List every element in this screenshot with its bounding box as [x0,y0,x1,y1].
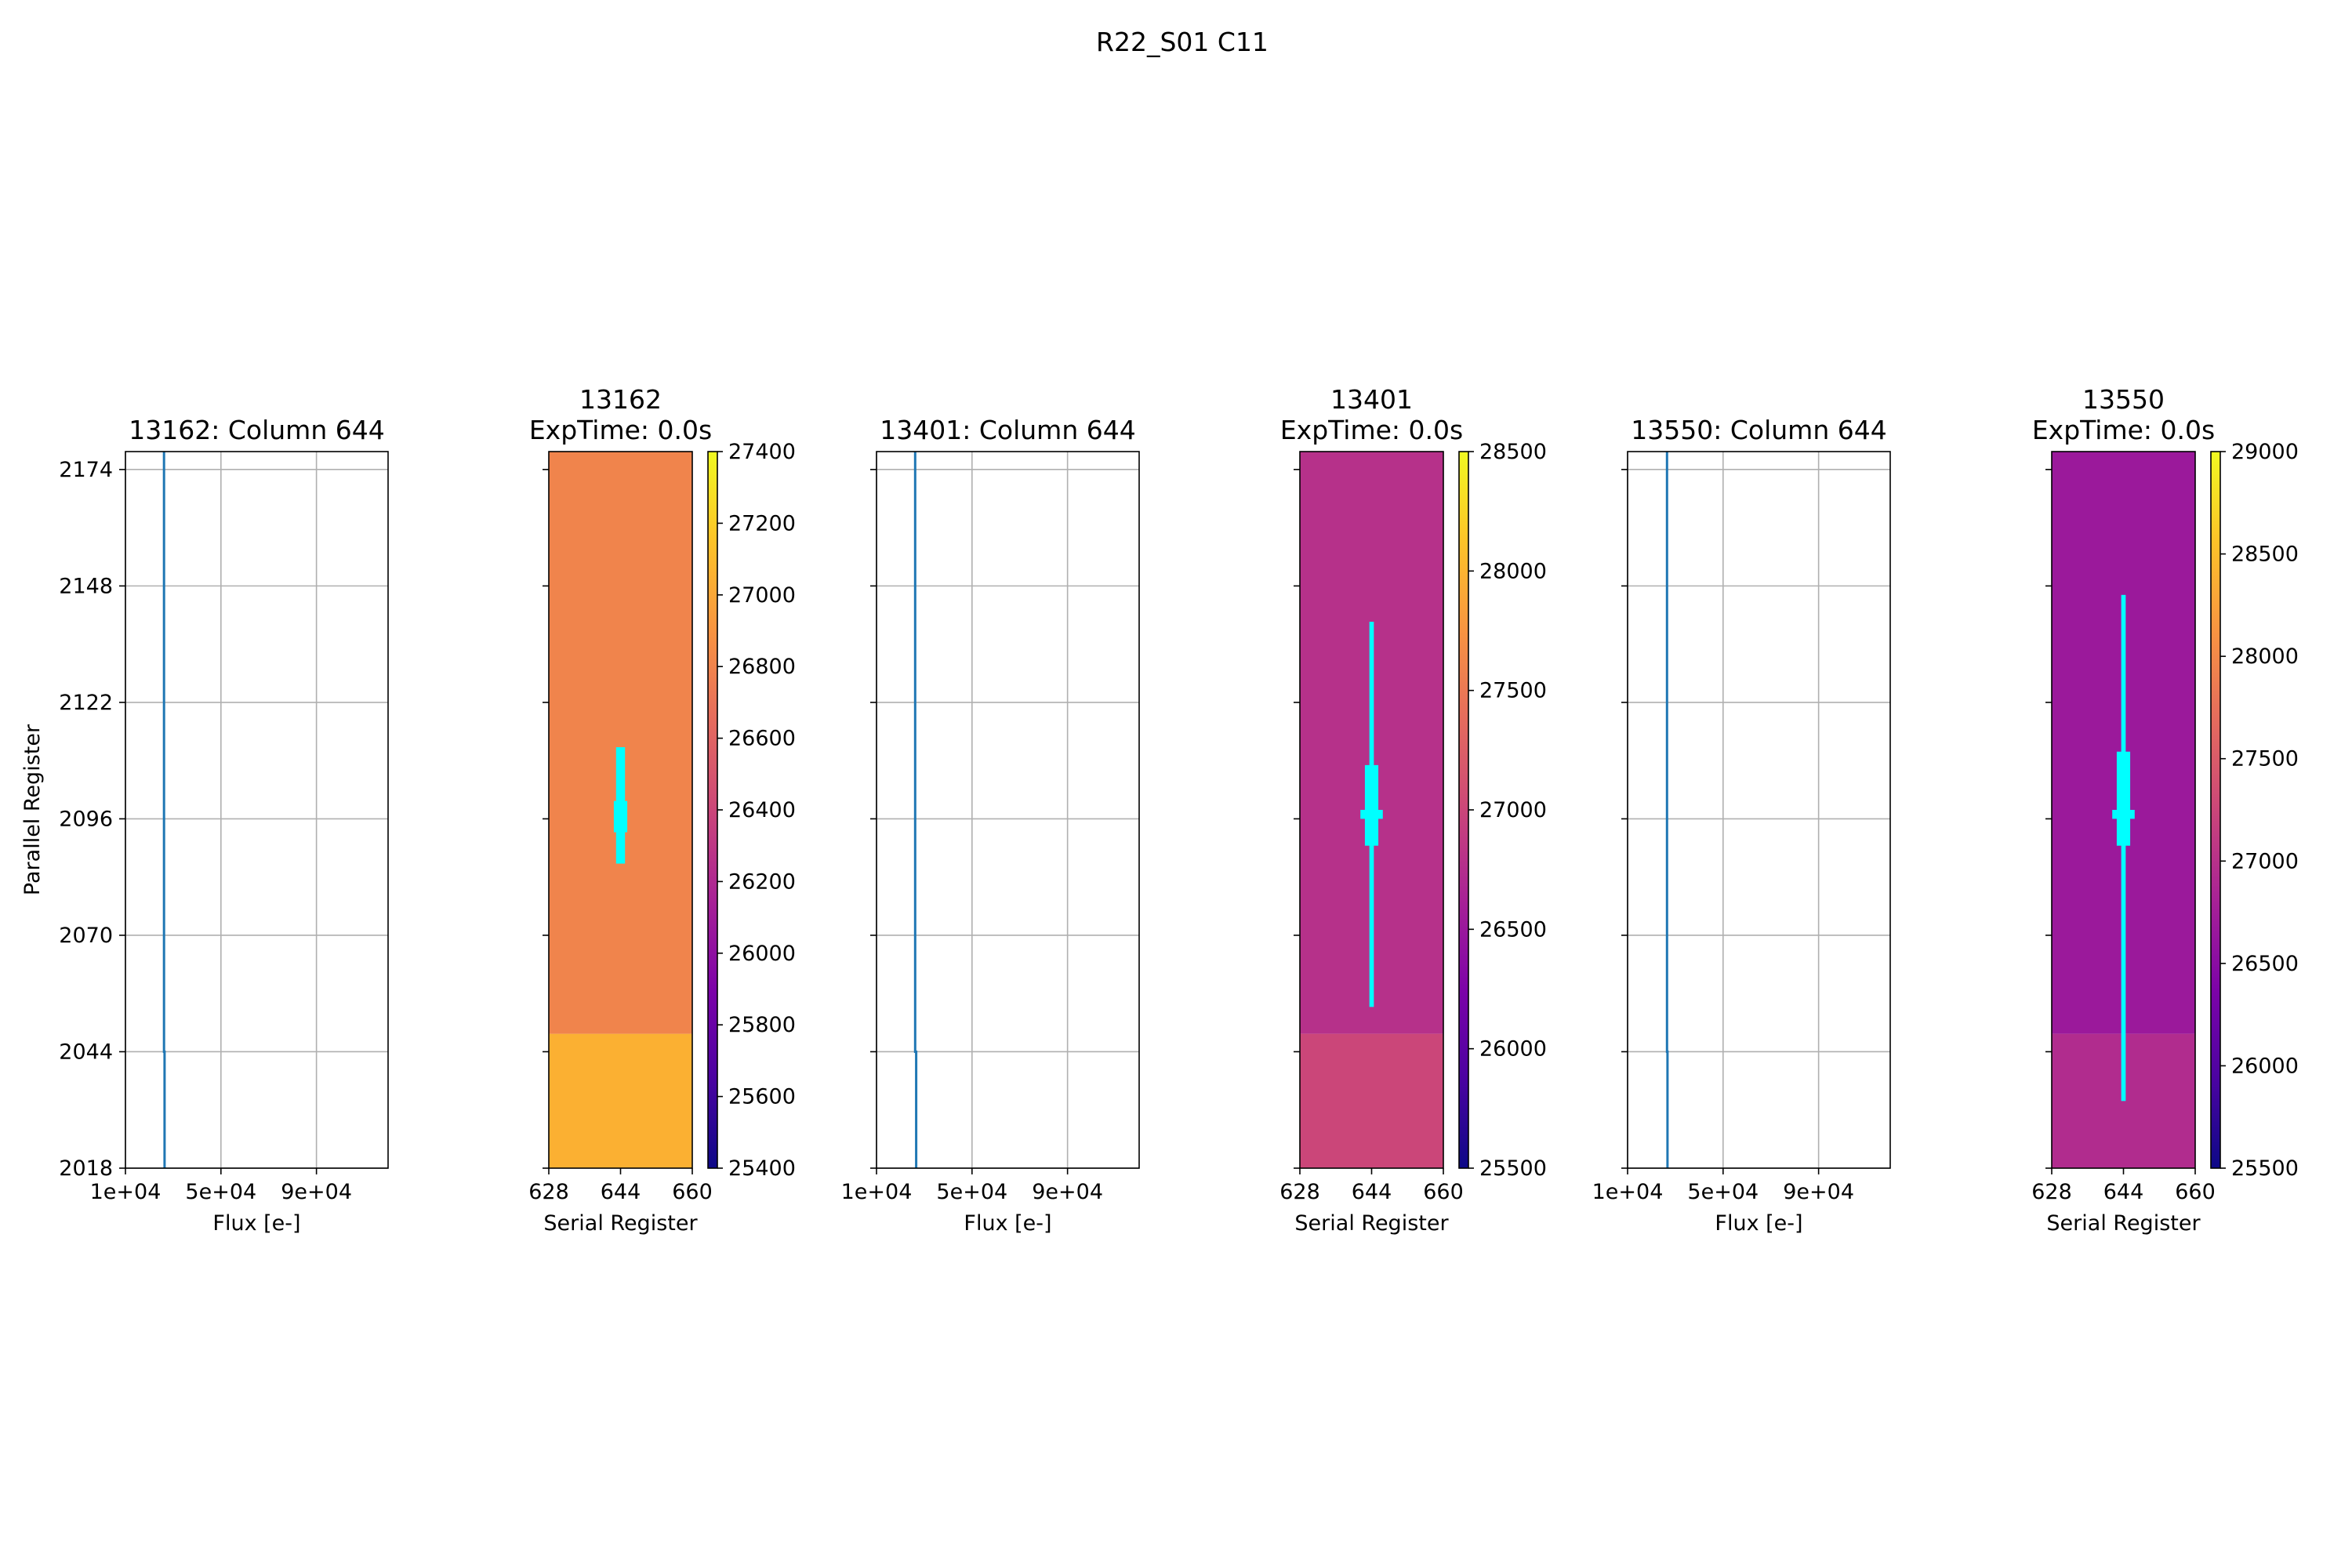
image-region [549,452,692,1034]
x-tick-label: 5e+04 [1687,1180,1759,1204]
colorbar-tick-label: 27500 [1479,679,1547,703]
x-axis-label: Serial Register [2046,1211,2201,1236]
colorbar-tick-label: 27500 [2231,747,2299,771]
colorbar-tick-label: 26400 [728,798,796,822]
x-tick-label: 9e+04 [1032,1180,1103,1204]
colorbar-tick-label: 26500 [1479,917,1547,942]
colorbar-tick-label: 25800 [728,1013,796,1037]
x-tick-label: 9e+04 [1783,1180,1854,1204]
colorbar-tick-label: 27000 [728,583,796,608]
colorbar-tick-label: 27200 [728,511,796,535]
flux-profile-line [913,452,918,1168]
subplot-3: 13401: Column 644 1e+04 5e+04 9e+04 Flux [e-… [841,415,1140,1236]
subplot-1: 13162: Column 644 1e+04 5e+04 9e+04 Flux [e-… [20,415,389,1236]
colorbar-tick-label: 29000 [2231,440,2299,464]
colorbar-tick-label: 28500 [2231,543,2299,567]
y-tick-label: 2044 [59,1040,113,1064]
axes-frame [876,451,1140,1169]
panel-title: 13401: Column 644 [880,415,1135,445]
x-tick-label: 660 [672,1180,713,1204]
colorbar-tick-label: 27000 [2231,849,2299,873]
x-axis-label: Serial Register [543,1211,698,1236]
axes-frame [1627,451,1891,1169]
defect-mark [2116,751,2131,846]
x-axis-label: Serial Register [1294,1211,1449,1236]
defect-mark [1360,810,1383,819]
colorbar-tick-label: 28500 [1479,440,1547,464]
defect-mark [2112,810,2135,819]
colorbar-tick-label: 26600 [728,727,796,751]
x-tick-label: 628 [2031,1180,2072,1204]
colorbar [707,451,718,1169]
flux-profile-line [1665,452,1669,1168]
colorbar-tick-label: 28000 [2231,644,2299,669]
colorbar-tick-label: 25500 [1479,1156,1547,1181]
colorbar-tick-label: 26200 [728,869,796,894]
colorbar-tick-label: 25600 [728,1085,796,1109]
x-tick-label: 1e+04 [1592,1180,1664,1204]
panel-title: 13162: Column 644 [129,415,384,445]
x-tick-label: 1e+04 [841,1180,913,1204]
plot-area [1628,452,1890,1168]
plot-area [125,452,388,1168]
y-tick-label: 2174 [59,458,113,482]
colorbar-tick-label: 25400 [728,1156,796,1181]
y-tick-label: 2070 [59,924,113,948]
panel-title: 13162 [579,384,662,415]
y-tick-label: 2096 [59,807,113,831]
x-tick-label: 628 [1279,1180,1320,1204]
colorbar-tick-label: 27000 [1479,798,1547,822]
figure-suptitle: R22_S01 C11 [1096,27,1269,57]
x-axis-label: Flux [e-] [964,1211,1051,1236]
x-tick-label: 644 [1352,1180,1392,1204]
colorbar-tick-label: 26500 [2231,952,2299,976]
defect-mark [1364,764,1379,846]
image-region [549,1033,692,1168]
colorbar-tick-label: 26800 [728,655,796,679]
x-tick-label: 628 [528,1180,569,1204]
x-axis-label: Flux [e-] [1715,1211,1802,1236]
panel-subtitle: ExpTime: 0.0s [2032,415,2215,445]
defect-mark [613,800,628,833]
defect-mark [2121,594,2126,1102]
axes-frame [125,451,389,1169]
colorbar-tick-label: 25500 [2231,1156,2299,1181]
panel-title: 13550: Column 644 [1631,415,1886,445]
colorbar-tick-label: 26000 [1479,1037,1547,1062]
x-tick-label: 660 [2175,1180,2216,1204]
colorbar-tick-label: 26000 [2231,1054,2299,1078]
colorbar-tick-label: 28000 [1479,559,1547,583]
y-tick-label: 2018 [59,1156,113,1181]
colorbar [1458,451,1469,1169]
plot-area [877,452,1139,1168]
panel-subtitle: ExpTime: 0.0s [1280,415,1463,445]
x-tick-label: 9e+04 [281,1180,352,1204]
y-tick-label: 2148 [59,574,113,598]
y-axis-label: Parallel Register [20,724,45,895]
x-axis-label: Flux [e-] [212,1211,300,1236]
colorbar-tick-label: 27400 [728,440,796,464]
x-tick-label: 644 [2103,1180,2144,1204]
panel-subtitle: ExpTime: 0.0s [529,415,712,445]
colorbar-tick-label: 26000 [728,942,796,966]
x-tick-label: 644 [601,1180,641,1204]
flux-profile-line [162,452,166,1168]
image-region [1300,1033,1443,1168]
x-tick-label: 5e+04 [185,1180,256,1204]
x-tick-label: 660 [1423,1180,1464,1204]
panel-title: 13550 [2082,384,2165,415]
subplot-5: 13550: Column 644 1e+04 5e+04 9e+04 Flux [e-… [1592,415,1891,1236]
colorbar [2210,451,2221,1169]
y-tick-label: 2122 [59,691,113,715]
panel-title: 13401 [1330,384,1413,415]
x-tick-label: 5e+04 [936,1180,1007,1204]
x-tick-label: 1e+04 [90,1180,162,1204]
